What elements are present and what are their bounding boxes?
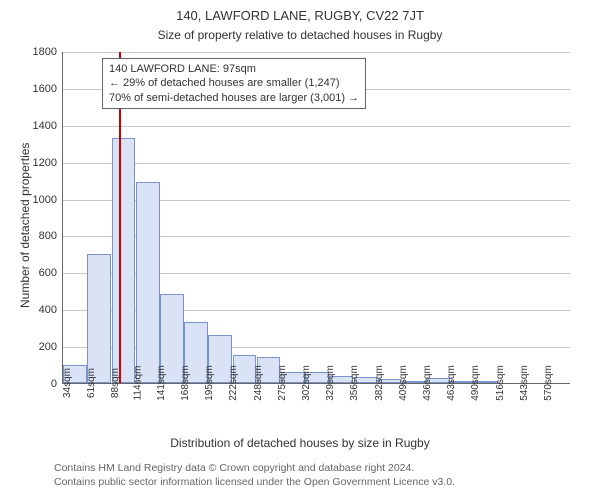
chart-subtitle: Size of property relative to detached ho… <box>0 28 600 42</box>
xtick-label: 275sqm <box>271 365 288 401</box>
footnote-line: Contains public sector information licen… <box>54 476 455 490</box>
annotation-line: 70% of semi-detached houses are larger (… <box>109 91 359 105</box>
histogram-bar <box>136 182 160 383</box>
annotation-line: 140 LAWFORD LANE: 97sqm <box>109 62 359 76</box>
histogram-bar <box>87 254 111 383</box>
xtick-label: 356sqm <box>344 365 361 401</box>
xtick-label: 302sqm <box>295 365 312 401</box>
xtick-label: 248sqm <box>247 365 264 401</box>
xtick-label: 463sqm <box>440 365 457 401</box>
ytick-label: 200 <box>39 341 63 353</box>
page-title: 140, LAWFORD LANE, RUGBY, CV22 7JT <box>0 8 600 23</box>
xtick-label: 490sqm <box>465 365 482 401</box>
ytick-label: 1800 <box>33 46 63 58</box>
annotation-box: 140 LAWFORD LANE: 97sqm← 29% of detached… <box>102 58 366 109</box>
y-axis-label: Number of detached properties <box>18 142 32 307</box>
xtick-label: 329sqm <box>319 365 336 401</box>
annotation-line: ← 29% of detached houses are smaller (1,… <box>109 76 359 90</box>
footnote: Contains HM Land Registry data © Crown c… <box>54 462 455 489</box>
x-axis-label: Distribution of detached houses by size … <box>0 436 600 450</box>
ytick-label: 1400 <box>33 120 63 132</box>
xtick-label: 61sqm <box>80 368 97 398</box>
footnote-line: Contains HM Land Registry data © Crown c… <box>54 462 455 476</box>
xtick-label: 222sqm <box>223 365 240 401</box>
xtick-label: 34sqm <box>56 368 73 398</box>
gridline <box>63 126 570 127</box>
gridline <box>63 163 570 164</box>
gridline <box>63 52 570 53</box>
ytick-label: 400 <box>39 304 63 316</box>
ytick-label: 600 <box>39 267 63 279</box>
ytick-label: 1600 <box>33 83 63 95</box>
xtick-label: 382sqm <box>368 365 385 401</box>
ytick-label: 1200 <box>33 157 63 169</box>
xtick-label: 409sqm <box>392 365 409 401</box>
xtick-label: 141sqm <box>150 365 167 401</box>
xtick-label: 195sqm <box>198 365 215 401</box>
ytick-label: 800 <box>39 230 63 242</box>
histogram-bar <box>112 138 136 383</box>
xtick-label: 168sqm <box>174 365 191 401</box>
xtick-label: 436sqm <box>416 365 433 401</box>
xtick-label: 114sqm <box>126 366 143 401</box>
ytick-label: 1000 <box>33 194 63 206</box>
xtick-label: 516sqm <box>489 365 506 401</box>
xtick-label: 543sqm <box>513 365 530 401</box>
xtick-label: 570sqm <box>537 365 554 401</box>
